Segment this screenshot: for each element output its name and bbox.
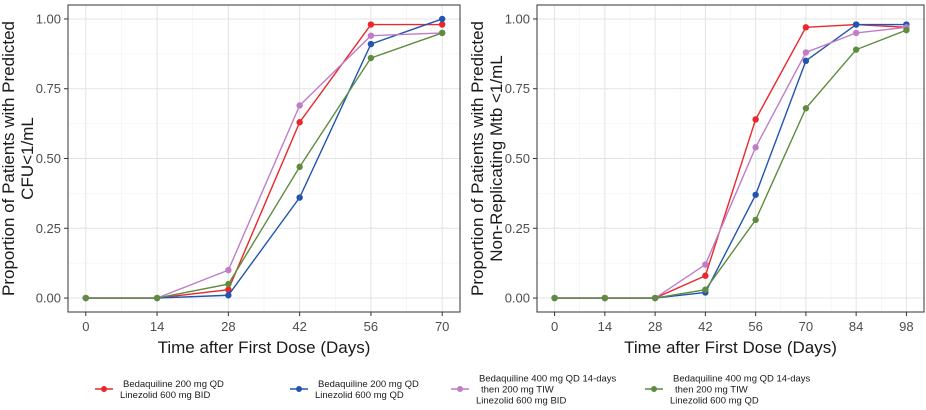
data-point xyxy=(551,294,558,302)
x-tick-label: 70 xyxy=(435,319,449,334)
legend-label-line: Bedaquiline 400 mg QD 14-days xyxy=(479,374,617,385)
legend-label-line: Linezolid 600 mg QD xyxy=(670,396,759,407)
y-axis-title: Proportion of Patients with PredictedNon… xyxy=(468,21,506,296)
data-point xyxy=(296,163,303,171)
data-point xyxy=(702,272,709,279)
data-point xyxy=(367,54,375,62)
legend-label-line: then 200 mg TIW xyxy=(675,385,748,396)
data-point xyxy=(702,261,709,268)
data-point xyxy=(752,216,759,224)
y-axis-title-line: Non-Replicating Mtb <1/mL xyxy=(487,55,506,261)
x-tick-label: 42 xyxy=(698,319,712,334)
x-tick-label: 42 xyxy=(292,319,306,334)
legend-label-line: Linezolid 600 mg BID xyxy=(476,396,566,407)
panel-border xyxy=(67,4,461,313)
x-tick-label: 28 xyxy=(221,319,235,334)
legend-dot xyxy=(296,386,302,392)
y-axis-title: Proportion of Patients with PredictedCFU… xyxy=(0,21,37,296)
data-point xyxy=(438,15,446,23)
legend-label-line: Bedaquiline 400 mg QD 14-days xyxy=(673,374,811,385)
data-point xyxy=(903,26,910,34)
data-point xyxy=(438,29,446,37)
data-point xyxy=(153,294,161,302)
data-point xyxy=(702,286,709,293)
legend-label: Bedaquiline 200 mg QD Linezolid 600 mg BI… xyxy=(120,379,224,401)
series-line xyxy=(554,29,907,299)
data-point xyxy=(296,102,303,109)
data-point xyxy=(651,294,659,302)
x-tick-label: 98 xyxy=(899,319,913,334)
x-tick-label: 0 xyxy=(551,319,558,334)
x-tick-label: 28 xyxy=(648,319,662,334)
legend-dot xyxy=(457,386,463,392)
legend-label-line: Bedaquiline 200 mg QD xyxy=(318,379,419,390)
y-axis-title-line: Proportion of Patients with Predicted xyxy=(0,21,18,296)
y-tick-label: 0.00 xyxy=(505,291,530,306)
series-line xyxy=(85,32,443,299)
legend-label: Bedaquiline 400 mg QD 14-days then 200 mg… xyxy=(670,374,811,407)
data-point xyxy=(225,286,232,293)
legend-dot xyxy=(651,386,657,392)
data-point xyxy=(852,29,860,37)
y-axis-title-line: Proportion of Patients with Predicted xyxy=(468,21,487,296)
y-tick-label: 0.75 xyxy=(36,81,61,96)
data-point xyxy=(82,294,90,302)
data-point xyxy=(225,292,232,299)
legend-label-line: then 200 mg TIW xyxy=(481,385,554,396)
data-point xyxy=(367,32,375,39)
data-point xyxy=(601,294,609,302)
data-point xyxy=(438,21,446,28)
y-tick-label: 0.75 xyxy=(505,81,530,96)
x-tick-label: 70 xyxy=(799,319,813,334)
data-point xyxy=(802,49,810,56)
x-axis-title: Time after First Dose (Days) xyxy=(624,338,837,357)
data-point xyxy=(802,24,810,31)
x-tick-label: 0 xyxy=(82,319,89,334)
data-point xyxy=(752,116,759,123)
x-tick-label: 14 xyxy=(598,319,612,334)
x-tick-label: 84 xyxy=(849,319,863,334)
y-tick-label: 1.00 xyxy=(36,11,61,26)
data-point xyxy=(852,21,860,28)
data-point xyxy=(752,144,759,151)
y-tick-label: 1.00 xyxy=(505,11,530,26)
y-tick-label: 0.00 xyxy=(36,291,61,306)
data-point xyxy=(367,40,375,48)
x-tick-label: 14 xyxy=(150,319,164,334)
data-point xyxy=(225,266,232,274)
panel-border xyxy=(536,4,925,313)
data-point xyxy=(296,119,303,126)
data-point xyxy=(752,191,759,198)
data-point xyxy=(852,46,860,53)
x-tick-label: 56 xyxy=(364,319,378,334)
y-tick-label: 0.25 xyxy=(36,221,61,236)
legend-dot xyxy=(101,386,107,392)
legend-label-line: Linezolid 600 mg QD xyxy=(315,390,404,401)
legend-label-line: Linezolid 600 mg BID xyxy=(120,390,210,401)
legend-label-line: Bedaquiline 200 mg QD xyxy=(123,379,224,390)
legend-label: Bedaquiline 200 mg QD Linezolid 600 mg QD xyxy=(315,379,419,401)
y-tick-label: 0.25 xyxy=(505,221,530,236)
data-point xyxy=(802,105,810,112)
data-point xyxy=(296,194,303,201)
x-axis-title: Time after First Dose (Days) xyxy=(158,338,371,357)
y-axis-title-line: CFU<1/mL xyxy=(18,117,37,200)
x-tick-label: 56 xyxy=(748,319,762,334)
y-tick-label: 0.50 xyxy=(505,151,530,166)
data-point xyxy=(367,21,375,28)
y-tick-label: 0.50 xyxy=(36,151,61,166)
data-point xyxy=(802,57,810,65)
legend-label: Bedaquiline 400 mg QD 14-days then 200 mg… xyxy=(476,374,617,407)
data-point xyxy=(225,280,232,288)
